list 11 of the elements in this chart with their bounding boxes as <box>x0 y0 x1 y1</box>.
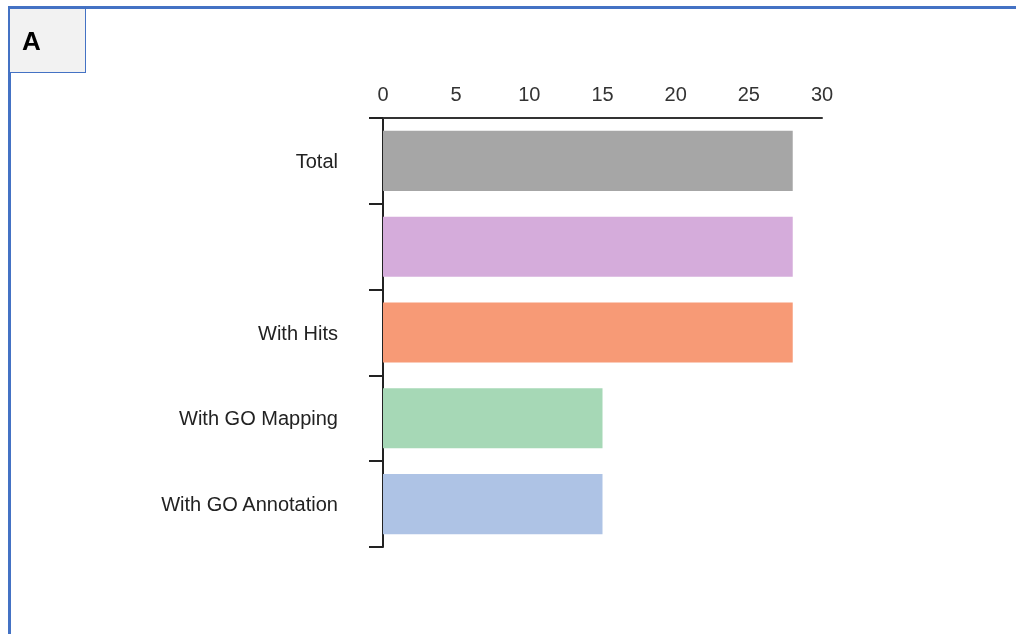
x-tick-label: 15 <box>591 83 614 105</box>
y-tick-label: With Hits <box>258 321 338 344</box>
x-tick-label: 5 <box>450 83 462 105</box>
y-tick-label: With GO Annotation <box>161 493 338 516</box>
y-tick-label: With GO Mapping <box>179 407 338 430</box>
y-tick-label: Total <box>295 149 338 172</box>
x-tick-label: 0 <box>377 83 389 105</box>
x-tick-label: 30 <box>810 83 834 105</box>
x-tick-label: 20 <box>664 83 687 105</box>
x-tick-label: 25 <box>737 83 760 105</box>
x-tick-label: 10 <box>518 83 541 105</box>
